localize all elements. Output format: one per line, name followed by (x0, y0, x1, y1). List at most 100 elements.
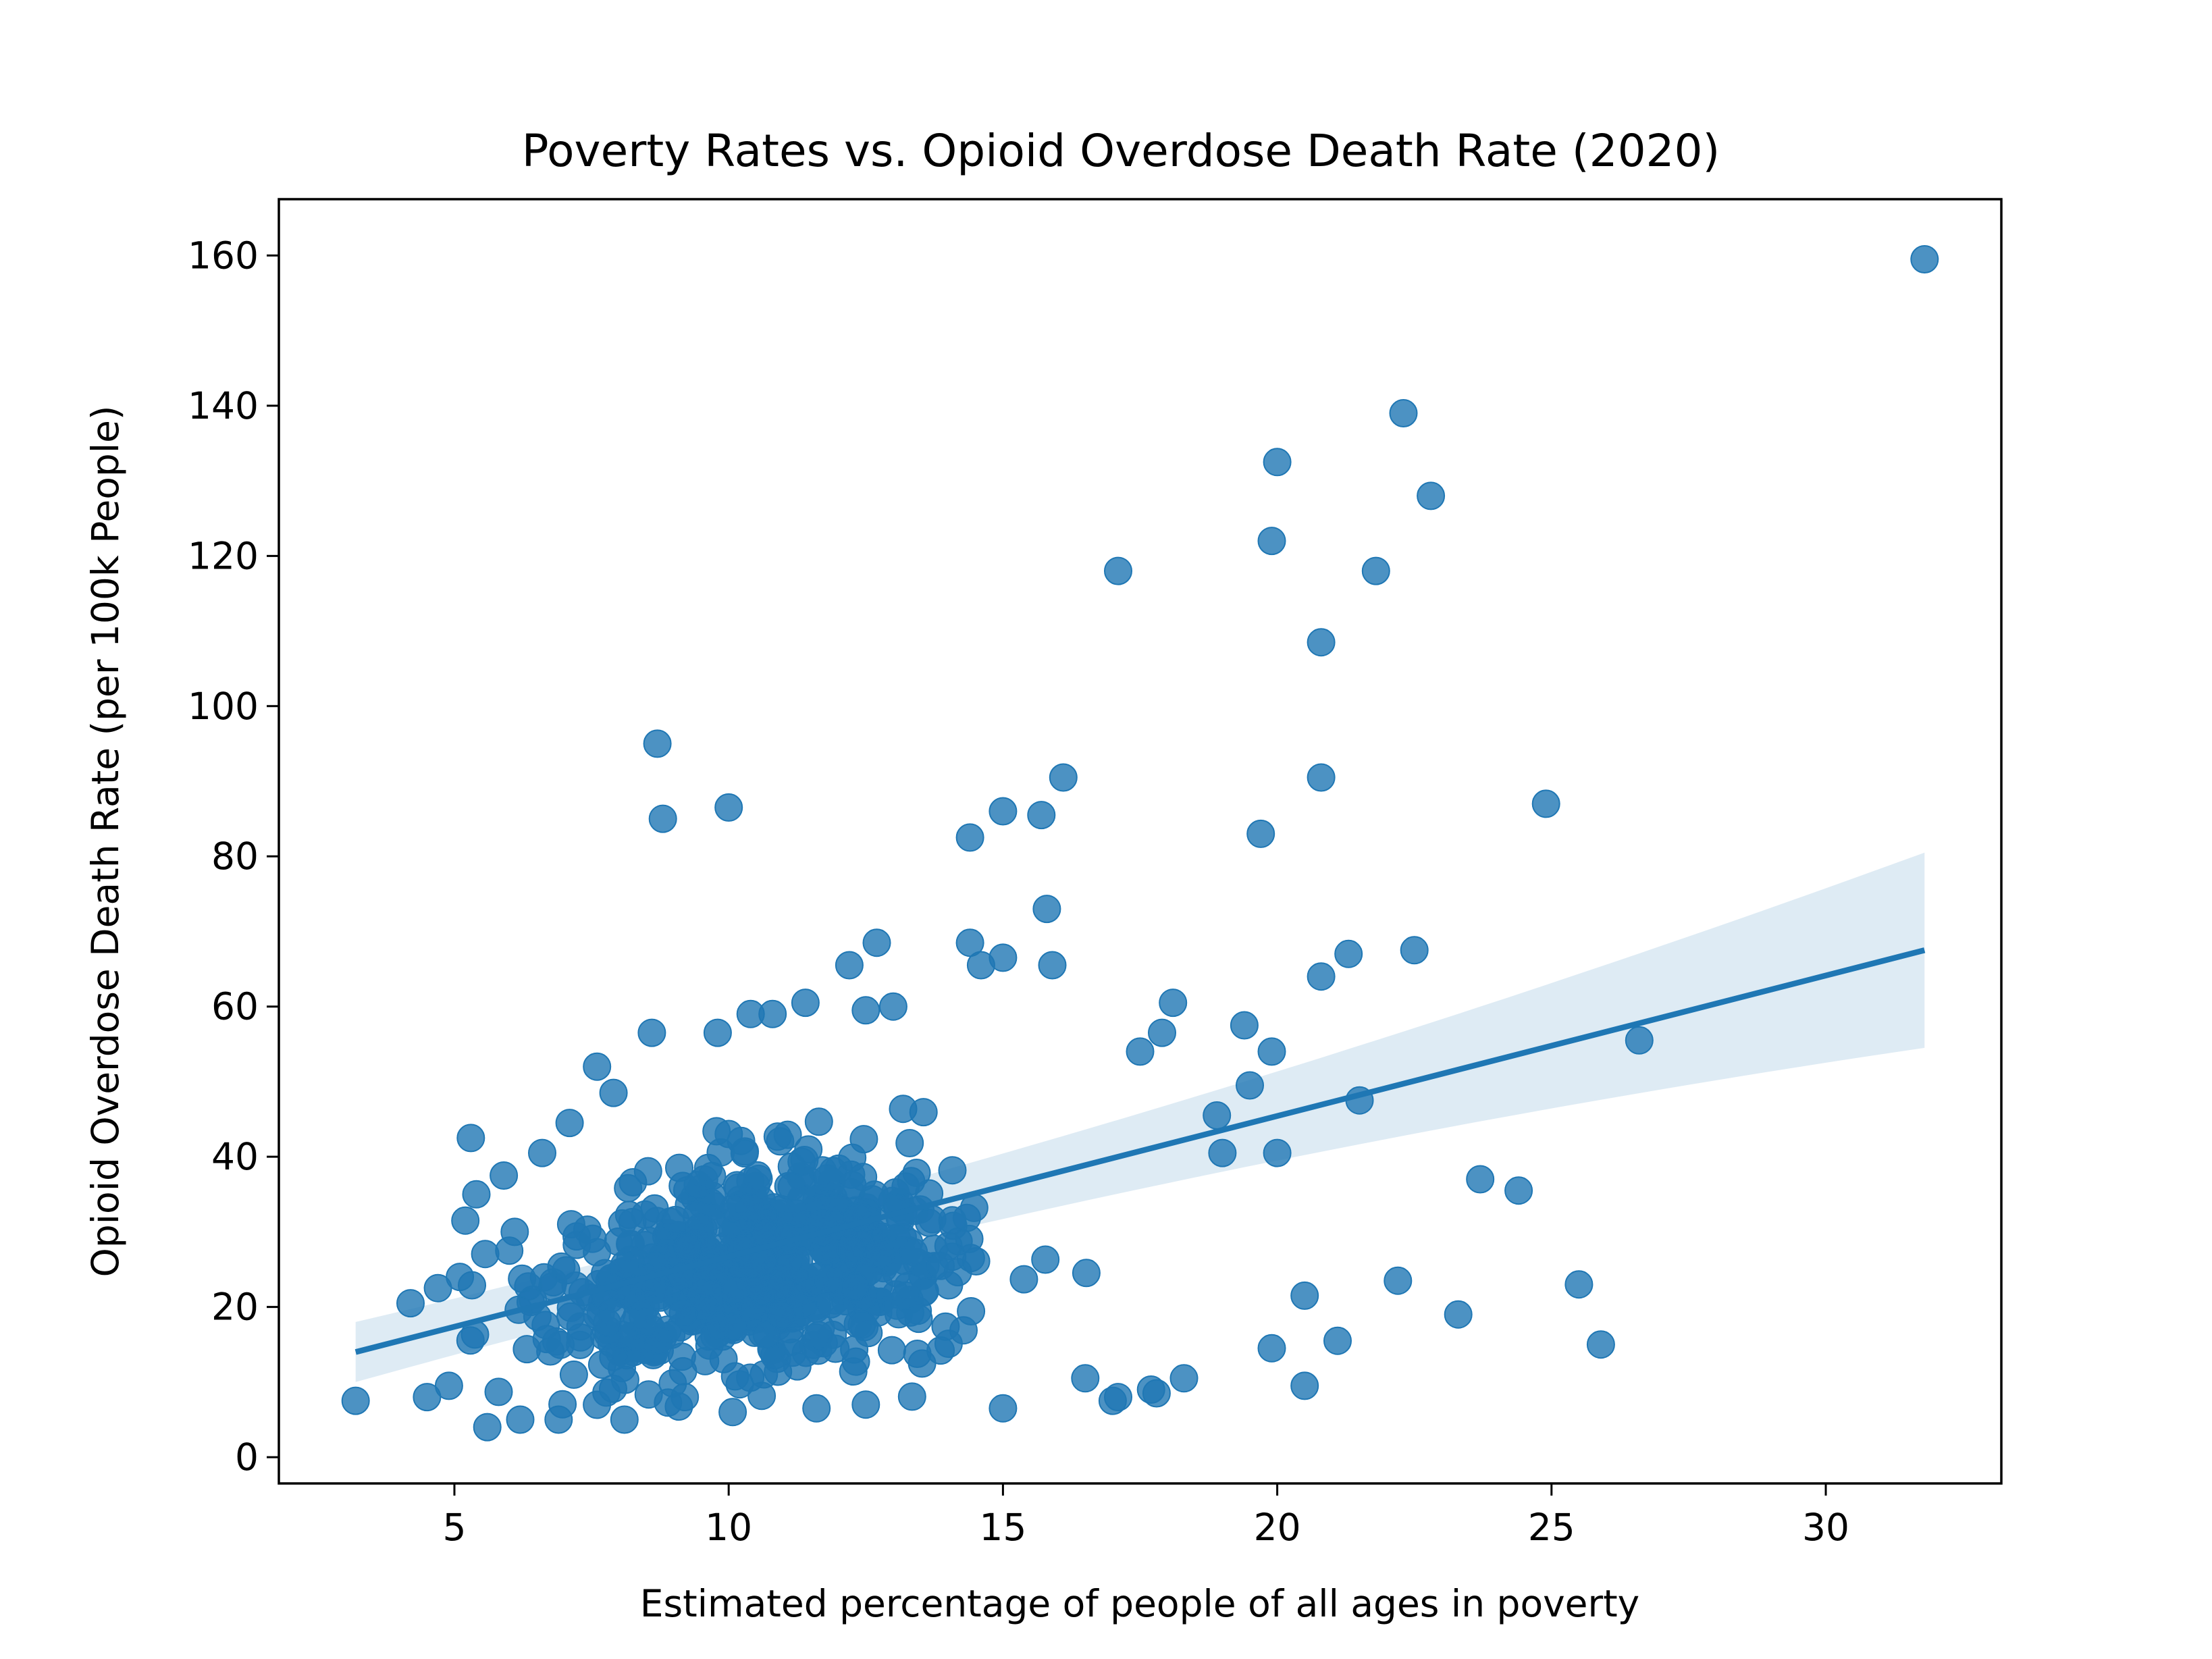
scatter-point (1148, 1018, 1176, 1047)
chart-title: Poverty Rates vs. Opioid Overdose Death … (522, 125, 1720, 177)
scatter-point (1307, 763, 1336, 792)
scatter-point (1246, 819, 1275, 848)
scatter-point (725, 1370, 754, 1399)
scatter-point (1444, 1300, 1473, 1329)
scatter-point (1361, 556, 1390, 585)
scatter-point (866, 1240, 895, 1269)
scatter-point (578, 1224, 607, 1253)
x-tick-label: 30 (1802, 1506, 1849, 1549)
scatter-point (1031, 1245, 1060, 1274)
scatter-point (1104, 556, 1132, 585)
scatter-point (839, 1357, 868, 1386)
scatter-point (862, 928, 891, 957)
scatter-point (583, 1052, 612, 1081)
scatter-point (604, 1227, 633, 1256)
scatter-point (782, 1199, 811, 1228)
scatter-point (952, 1203, 981, 1232)
scatter-point (1417, 481, 1446, 510)
scatter-point (1032, 895, 1061, 924)
scatter-point (532, 1325, 561, 1354)
scatter-point (1104, 1383, 1132, 1412)
y-axis-ticks: 0 20 40 60 80 100 120 140 160 (188, 234, 279, 1479)
scatter-point (931, 1312, 960, 1341)
scatter-point (735, 1194, 764, 1222)
scatter-point (1257, 1334, 1286, 1363)
scatter-point (1136, 1375, 1165, 1404)
scatter-point (423, 1273, 452, 1302)
scatter-point (787, 1147, 816, 1176)
y-tick-label: 80 (211, 835, 259, 878)
scatter-point (599, 1078, 628, 1107)
scatter-point (1384, 1266, 1413, 1295)
scatter-point (528, 1138, 556, 1167)
scatter-point (791, 989, 820, 1018)
scatter-point (1049, 763, 1078, 792)
scatter-point (583, 1390, 612, 1419)
scatter-point (802, 1394, 831, 1423)
scatter-point (814, 1265, 843, 1294)
scatter-point (556, 1302, 585, 1331)
scatter-point (462, 1180, 491, 1209)
scatter-point (758, 999, 787, 1028)
scatter-point (1586, 1330, 1615, 1359)
plot-area (341, 245, 1939, 1442)
y-tick-label: 160 (188, 234, 259, 277)
scatter-point (341, 1386, 370, 1415)
scatter-point (1307, 628, 1336, 657)
y-axis-label: Opioid Overdose Death Rate (per 100k Peo… (84, 406, 127, 1278)
scatter-point (1257, 527, 1286, 556)
scatter-point (484, 1377, 513, 1406)
scatter-point (1126, 1037, 1155, 1066)
scatter-point (434, 1371, 463, 1400)
scatter-point (633, 1157, 662, 1186)
scatter-point (849, 1125, 878, 1154)
scatter-point (473, 1413, 502, 1442)
scatter-point (721, 1276, 749, 1305)
scatter-point (456, 1124, 485, 1153)
scatter-point (1263, 448, 1292, 477)
scatter-point (1257, 1037, 1286, 1066)
regression-line-layer (354, 947, 1926, 1355)
scatter-point (938, 1156, 967, 1185)
scatter-point (1389, 399, 1418, 427)
scatter-points-layer (341, 245, 1939, 1442)
y-tick-label: 60 (211, 985, 259, 1028)
scatter-point (559, 1360, 588, 1389)
scatter-point (804, 1107, 833, 1136)
scatter-point (490, 1161, 519, 1190)
x-tick-label: 25 (1528, 1506, 1575, 1549)
scatter-point (1027, 801, 1056, 830)
scatter-point (618, 1207, 647, 1236)
scatter-point (752, 1320, 781, 1349)
scatter-point (878, 992, 907, 1021)
scatter-point (1290, 1371, 1319, 1400)
y-tick-label: 140 (188, 384, 259, 427)
scatter-point (451, 1206, 480, 1235)
scatter-point (955, 928, 984, 957)
scatter-point (1009, 1265, 1038, 1294)
scatter-point (847, 1311, 876, 1339)
scatter-point (804, 1321, 833, 1350)
x-tick-label: 5 (442, 1506, 466, 1549)
scatter-point (471, 1240, 500, 1269)
scatter-point (1236, 1071, 1264, 1100)
scatter-point (889, 1095, 918, 1124)
x-axis-label: Estimated percentage of people of all ag… (640, 1582, 1639, 1625)
scatter-point (718, 1312, 747, 1341)
scatter-point (835, 951, 864, 980)
scatter-point (813, 1164, 842, 1193)
y-tick-label: 20 (211, 1286, 259, 1329)
axes-frame (278, 198, 2003, 1485)
scatter-point (895, 1129, 924, 1157)
scatter-point (1203, 1101, 1232, 1130)
scatter-point (396, 1289, 425, 1318)
scatter-point (851, 1390, 880, 1419)
scatter-point (643, 729, 672, 758)
scatter-point (703, 1018, 732, 1047)
y-tick-label: 120 (188, 534, 259, 577)
scatter-point (1071, 1364, 1100, 1393)
scatter-point (673, 1233, 702, 1261)
y-tick-label: 0 (235, 1436, 259, 1479)
scatter-point (837, 1234, 866, 1263)
scatter-point (1400, 936, 1429, 965)
